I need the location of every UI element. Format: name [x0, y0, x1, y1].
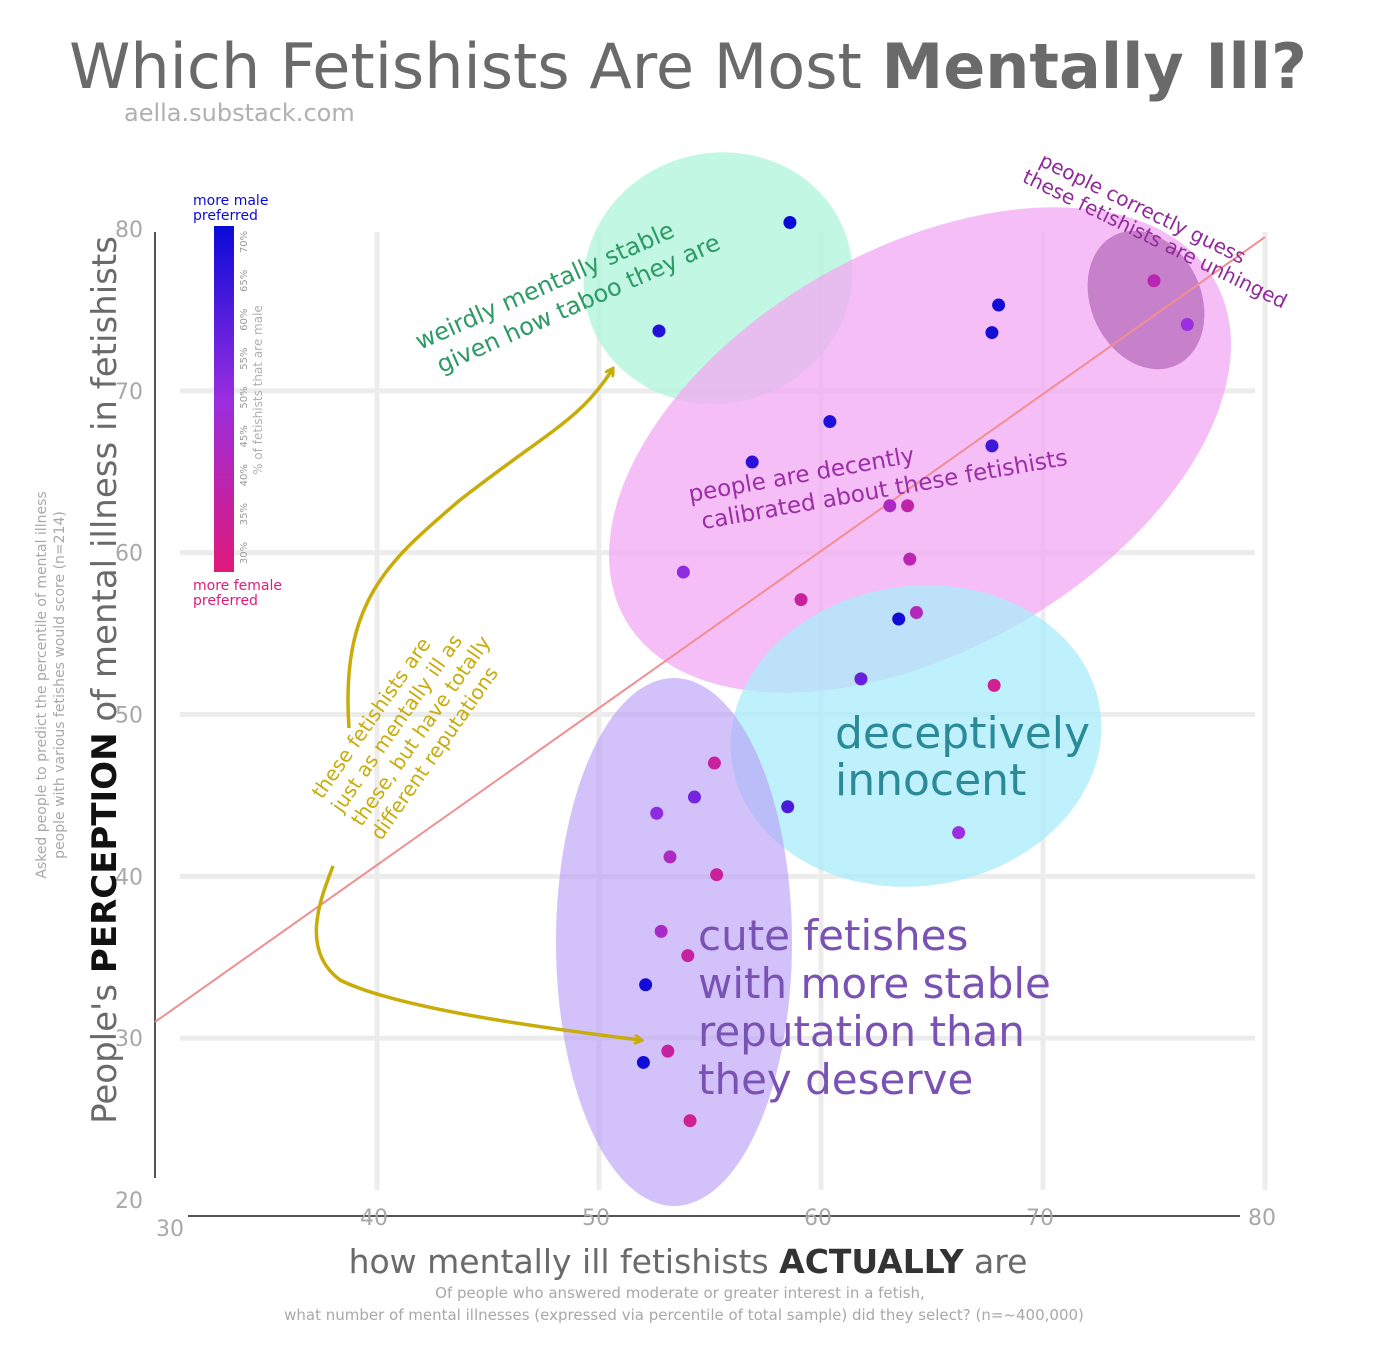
arrow-down	[314, 865, 640, 1040]
data-point	[639, 978, 653, 992]
data-point	[823, 415, 837, 429]
data-point	[783, 216, 797, 230]
annotation-innocent: deceptively innocent	[835, 708, 1090, 806]
y-tick-label: 70	[115, 380, 143, 405]
arrow-up	[346, 370, 612, 729]
data-point	[794, 593, 808, 607]
y-tick-labels: 20 30 40 50 60 70 80	[115, 218, 143, 1214]
y-axis-title: People's PERCEPTION of mental illness in…	[85, 236, 125, 1124]
data-point	[710, 868, 724, 882]
legend-tick-label: 60%	[239, 309, 250, 331]
cluster-cute	[556, 678, 792, 1206]
data-point	[661, 1044, 675, 1058]
data-point	[663, 850, 677, 864]
data-point	[909, 606, 923, 620]
data-point	[985, 439, 999, 453]
legend-top-label: more male preferred	[193, 193, 268, 224]
legend-scale-label: % of fetishists that are male	[251, 305, 265, 475]
data-point	[987, 678, 1001, 692]
cluster-unhinged	[1087, 230, 1205, 370]
chart-title: Which Fetishists Are Most Mentally Ill?	[69, 30, 1307, 103]
cluster-calibrated	[609, 207, 1231, 693]
data-point	[687, 790, 701, 804]
y-tick-label: 50	[115, 704, 143, 729]
y-tick-label: 80	[115, 218, 143, 243]
data-point	[676, 565, 690, 579]
legend-tick-label: 55%	[239, 348, 250, 370]
color-legend: more male preferred more female preferred …	[193, 193, 282, 609]
y-tick-label: 20	[115, 1189, 143, 1214]
y-tick-label: 60	[115, 542, 143, 567]
data-point	[901, 499, 915, 513]
source-label: aella.substack.com	[124, 99, 355, 127]
data-point	[892, 612, 906, 626]
data-point	[683, 1114, 697, 1128]
trend-line	[154, 236, 1266, 1023]
data-point	[707, 756, 721, 770]
data-point	[745, 455, 759, 469]
data-point	[681, 949, 695, 963]
x-tick-label: 80	[1248, 1206, 1276, 1231]
data-point	[952, 826, 966, 840]
x-axis-note: Of people who answered moderate or great…	[284, 1284, 1084, 1324]
legend-tick-label: 65%	[239, 270, 250, 292]
x-tick-label: 70	[1026, 1206, 1054, 1231]
y-axis-note: Asked people to predict the percentile o…	[34, 491, 68, 878]
annotation-cute: cute fetishes with more stable reputation …	[698, 911, 1051, 1104]
cluster-innocent	[730, 585, 1102, 887]
legend-tick-label: 45%	[239, 425, 250, 447]
data-point	[1147, 274, 1161, 288]
x-tick-label: 40	[360, 1206, 388, 1231]
legend-tick-label: 40%	[239, 464, 250, 486]
x-tick-label: 30	[156, 1217, 184, 1242]
x-tick-label: 60	[804, 1206, 832, 1231]
color-scale-bar	[214, 226, 234, 572]
y-tick-label: 30	[115, 1027, 143, 1052]
legend-tick-label: 50%	[239, 386, 250, 408]
x-axis-title: how mentally ill fetishists ACTUALLY are	[349, 1242, 1028, 1281]
legend-bottom-label: more female preferred	[193, 578, 282, 609]
legend-tick-label: 30%	[239, 542, 250, 564]
data-point	[652, 324, 666, 338]
data-point	[903, 552, 917, 566]
legend-ticks: 30% 35% 40% 45% 50% 55% 60% 65% 70%	[239, 231, 250, 564]
data-point	[654, 924, 668, 938]
data-point	[992, 298, 1006, 312]
data-points	[636, 216, 1194, 1128]
data-point	[1180, 317, 1194, 331]
x-tick-label: 50	[582, 1206, 610, 1231]
y-tick-label: 40	[115, 865, 143, 890]
x-tick-labels: 30 40 50 60 70 80	[156, 1206, 1276, 1242]
data-point	[985, 326, 999, 340]
data-point	[650, 806, 664, 820]
legend-tick-label: 70%	[239, 231, 250, 253]
data-point	[854, 672, 868, 686]
legend-tick-label: 35%	[239, 503, 250, 525]
data-point	[636, 1055, 650, 1069]
data-point	[781, 800, 795, 814]
annotation-reputations: these fetishists arejust as mentally ill…	[306, 604, 515, 845]
data-point	[883, 499, 897, 513]
